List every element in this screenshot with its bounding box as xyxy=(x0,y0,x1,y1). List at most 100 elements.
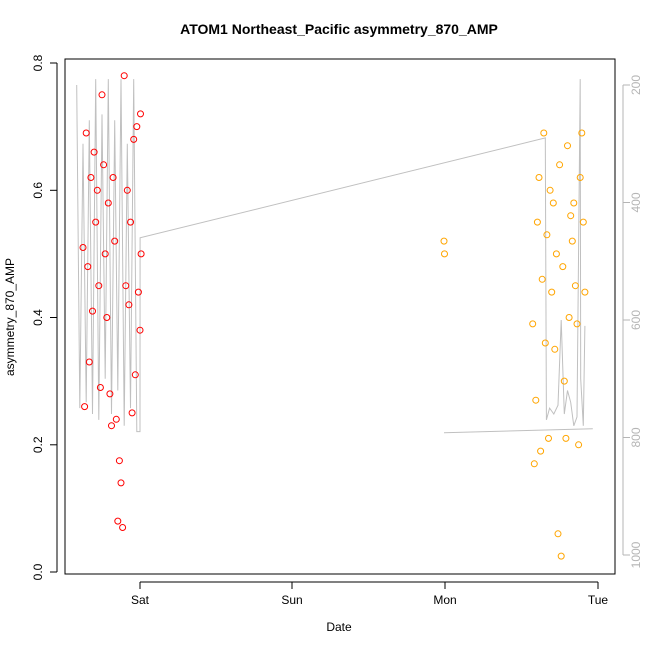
data-point xyxy=(120,72,128,80)
data-point xyxy=(564,142,571,150)
data-point xyxy=(128,409,136,417)
data-point xyxy=(115,457,123,465)
data-point xyxy=(85,358,93,366)
data-point xyxy=(93,186,101,194)
data-point xyxy=(545,434,552,442)
chart-title: ATOM1 Northeast_Pacific asymmetry_870_AM… xyxy=(180,21,498,37)
data-point xyxy=(529,320,537,328)
data-point xyxy=(543,231,551,239)
x-tick-label: Sat xyxy=(131,593,150,607)
data-point xyxy=(565,314,573,321)
data-point xyxy=(556,161,564,169)
data-point xyxy=(87,174,95,181)
data-point xyxy=(578,129,586,137)
data-point xyxy=(533,218,541,226)
data-point xyxy=(103,314,111,321)
data-point xyxy=(548,288,556,296)
plot-frame xyxy=(64,58,616,575)
y-tick-label: 0.4 xyxy=(31,309,45,326)
data-point xyxy=(84,263,92,271)
y-tick-label: 0.8 xyxy=(31,54,45,71)
data-point xyxy=(125,301,133,309)
x-tick-label: Mon xyxy=(433,593,456,607)
data-point xyxy=(79,244,87,251)
data-point xyxy=(440,237,448,245)
data-point xyxy=(89,307,96,315)
y-tick-label: 0.0 xyxy=(31,563,45,580)
y-axis-label: asymmetry_870_AMP xyxy=(3,258,17,376)
x-axis: Sat Sun Mon Tue xyxy=(131,581,609,607)
data-point xyxy=(82,129,90,137)
data-point xyxy=(114,517,122,525)
data-point xyxy=(546,186,554,194)
y-right-tick-label: 1000 xyxy=(629,541,643,568)
y-tick-label: 0.6 xyxy=(31,182,45,199)
data-point xyxy=(560,377,568,385)
data-point xyxy=(579,218,587,226)
data-point xyxy=(541,339,549,347)
data-point xyxy=(136,326,144,334)
data-point xyxy=(98,91,106,99)
y-axis-right: 200 400 600 800 1000 xyxy=(622,75,643,568)
data-point xyxy=(538,275,546,283)
data-point xyxy=(111,237,119,245)
data-point xyxy=(90,148,98,156)
data-point xyxy=(92,218,100,226)
data-point xyxy=(112,415,120,423)
x-axis-label: Date xyxy=(326,620,352,634)
data-point xyxy=(535,174,543,181)
scatter-points xyxy=(79,72,589,560)
data-point xyxy=(570,199,578,207)
data-point xyxy=(134,288,142,296)
data-point xyxy=(554,530,562,538)
data-point xyxy=(137,110,144,118)
data-point xyxy=(117,479,125,487)
data-point xyxy=(109,174,117,181)
data-point xyxy=(568,237,576,245)
x-tick-label: Sun xyxy=(281,593,302,607)
data-point xyxy=(576,174,584,181)
data-point xyxy=(133,123,141,131)
data-point xyxy=(130,135,138,143)
data-point xyxy=(575,441,583,449)
data-point xyxy=(532,396,540,404)
data-point xyxy=(540,129,548,137)
data-point xyxy=(552,250,560,258)
data-point xyxy=(562,434,570,442)
data-point xyxy=(559,263,567,271)
y-right-tick-label: 400 xyxy=(629,192,643,212)
data-point xyxy=(567,212,575,220)
data-point xyxy=(104,199,112,207)
data-point xyxy=(127,218,134,226)
data-point xyxy=(537,447,545,455)
data-point xyxy=(137,250,145,258)
data-point xyxy=(119,524,127,531)
line-segment-1 xyxy=(443,428,593,434)
data-point xyxy=(571,282,579,290)
y-right-tick-label: 600 xyxy=(629,310,643,330)
right-axis-line-series xyxy=(76,79,593,434)
data-point xyxy=(573,320,581,328)
data-point xyxy=(122,282,130,290)
y-right-tick-label: 200 xyxy=(629,75,643,95)
data-point xyxy=(81,403,89,411)
data-point xyxy=(441,250,448,258)
data-point xyxy=(100,161,108,169)
data-point xyxy=(108,422,115,430)
data-point xyxy=(95,282,103,290)
data-point xyxy=(131,371,139,379)
data-point xyxy=(530,460,538,468)
x-tick-label: Tue xyxy=(588,593,609,607)
data-point xyxy=(551,345,559,353)
data-point xyxy=(106,390,114,398)
y-tick-label: 0.2 xyxy=(31,436,45,453)
line-segment-0 xyxy=(76,79,586,433)
data-point xyxy=(101,250,109,258)
data-point xyxy=(549,199,557,207)
data-point xyxy=(96,384,104,391)
data-point xyxy=(123,186,131,194)
y-axis-left: 0.0 0.2 0.4 0.6 0.8 xyxy=(31,54,58,580)
data-point xyxy=(557,552,565,560)
y-right-tick-label: 800 xyxy=(629,427,643,447)
